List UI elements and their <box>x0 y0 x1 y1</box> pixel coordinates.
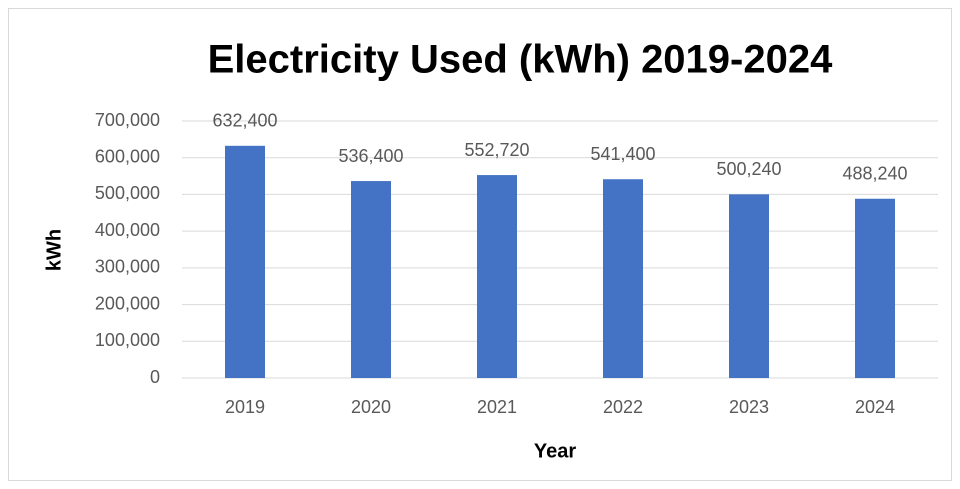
y-axis-label: kWh <box>43 229 65 271</box>
data-label: 632,400 <box>212 111 277 131</box>
y-tick-label: 600,000 <box>95 146 160 166</box>
y-tick-label: 400,000 <box>95 220 160 240</box>
x-tick-label: 2024 <box>855 397 895 417</box>
x-tick-label: 2022 <box>603 397 643 417</box>
bar <box>225 145 265 378</box>
bar <box>351 181 391 378</box>
data-label: 552,720 <box>464 140 529 160</box>
data-label: 500,240 <box>716 159 781 179</box>
y-tick-label: 200,000 <box>95 293 160 313</box>
chart-title: Electricity Used (kWh) 2019-2024 <box>208 38 833 82</box>
x-tick-label: 2019 <box>225 397 265 417</box>
x-tick-label: 2023 <box>729 397 769 417</box>
y-tick-label: 700,000 <box>95 110 160 130</box>
y-tick-label: 0 <box>150 367 160 387</box>
data-label: 541,400 <box>590 144 655 164</box>
bar <box>603 179 643 378</box>
data-label: 488,240 <box>842 163 907 183</box>
x-axis-label: Year <box>534 440 576 462</box>
bar <box>855 198 895 378</box>
y-tick-label: 500,000 <box>95 183 160 203</box>
bar <box>729 194 769 378</box>
y-tick-label: 100,000 <box>95 330 160 350</box>
x-tick-label: 2021 <box>477 397 517 417</box>
bar <box>477 175 517 378</box>
data-label: 536,400 <box>338 146 403 166</box>
y-tick-label: 300,000 <box>95 257 160 277</box>
x-tick-label: 2020 <box>351 397 391 417</box>
